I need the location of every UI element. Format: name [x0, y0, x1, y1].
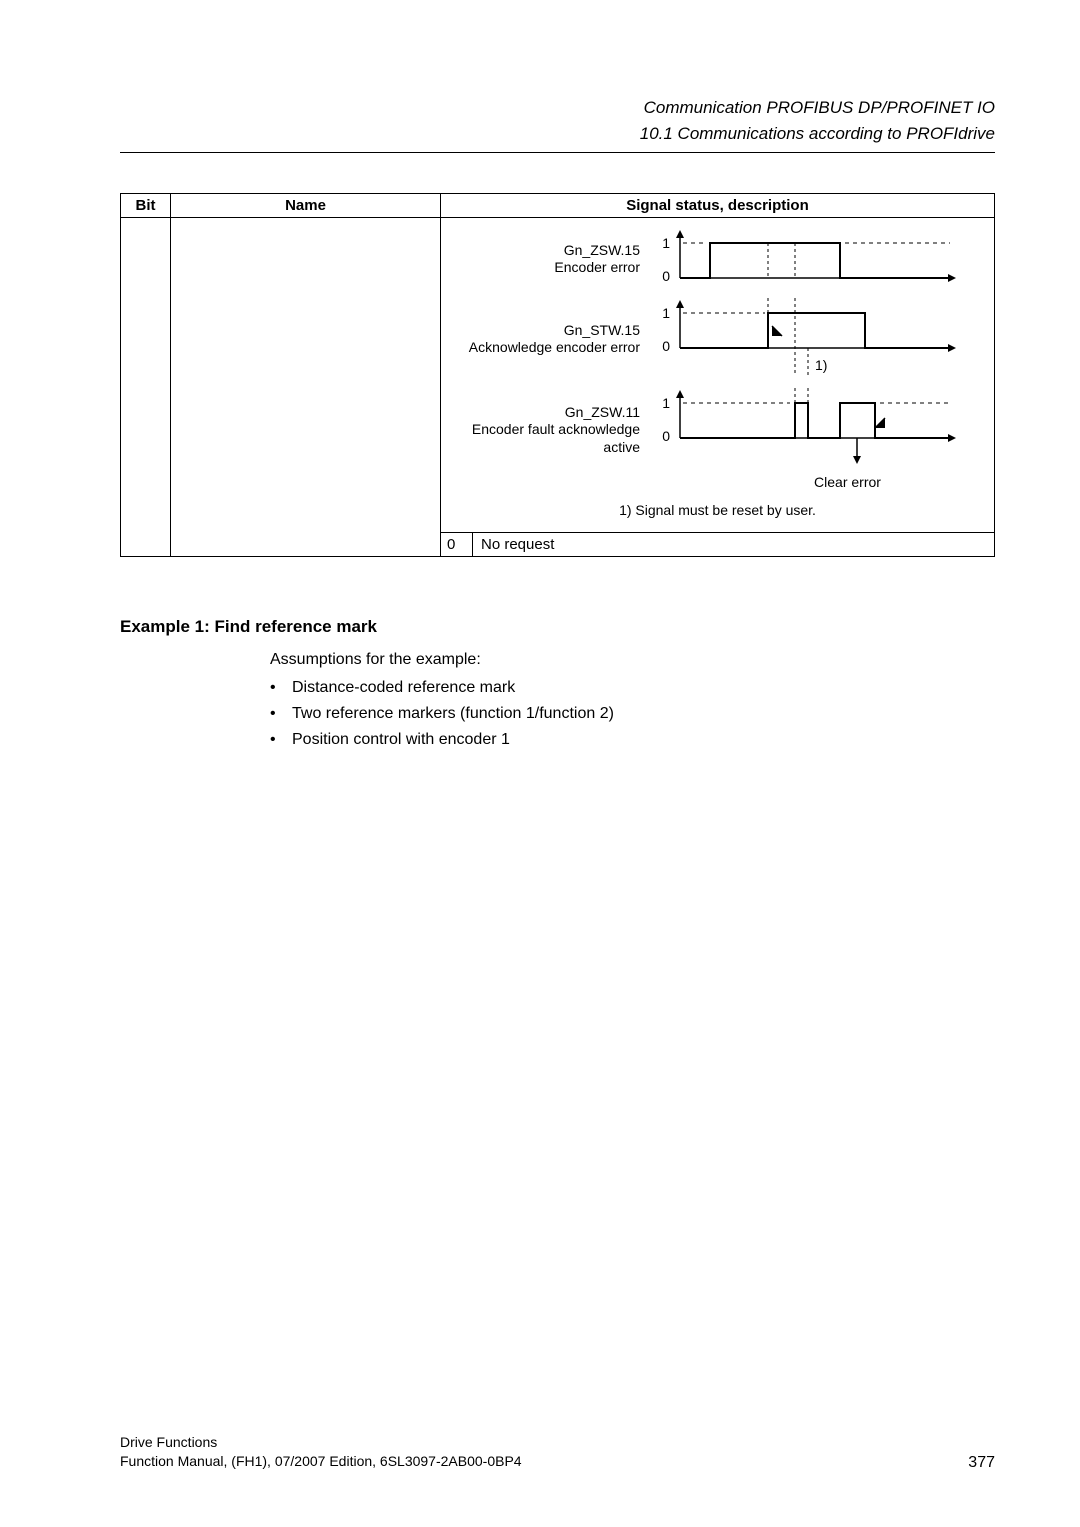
row0-desc: No request — [473, 533, 995, 557]
y-low-3: 0 — [662, 428, 670, 444]
bit-cell-empty — [121, 218, 171, 557]
signal-label-2: Gn_STW.15 Acknowledge encoder error — [455, 322, 650, 357]
y-high-2: 1 — [662, 305, 670, 321]
signal-3-line2: Encoder fault acknowledge active — [472, 421, 640, 455]
annotation-1: 1) — [815, 357, 827, 373]
example-intro: Assumptions for the example: — [270, 651, 995, 669]
signal-1-svg: 1 0 — [650, 228, 960, 286]
signal-1-line1: Gn_ZSW.15 — [564, 242, 640, 258]
bullet-2: Two reference markers (function 1/functi… — [270, 705, 995, 723]
signal-row-1: Gn_ZSW.15 Encoder error — [455, 228, 980, 290]
clear-error-label: Clear error — [455, 474, 980, 490]
signal-3-line1: Gn_ZSW.11 — [565, 404, 640, 420]
bullet-1: Distance-coded reference mark — [270, 679, 995, 697]
signal-table: Bit Name Signal status, description Gn_Z… — [120, 193, 995, 557]
row0-val: 0 — [441, 533, 473, 557]
page-header: Communication PROFIBUS DP/PROFINET IO 10… — [120, 95, 995, 146]
y-high-1: 1 — [662, 235, 670, 251]
signal-2-svg: 1 0 — [650, 298, 960, 376]
page-footer: Drive Functions Function Manual, (FH1), … — [120, 1433, 995, 1472]
signal-row-3: Gn_ZSW.11 Encoder fault acknowledge acti… — [455, 388, 980, 472]
signal-row-2: Gn_STW.15 Acknowledge encoder error 1 0 — [455, 298, 980, 380]
col-header-signal: Signal status, description — [441, 194, 995, 218]
signal-3-svg: 1 0 — [650, 388, 960, 468]
diagram-cell: Gn_ZSW.15 Encoder error — [441, 218, 995, 533]
footer-left-line1: Drive Functions — [120, 1433, 522, 1453]
example-heading: Example 1: Find reference mark — [120, 617, 995, 637]
header-rule — [120, 152, 995, 153]
col-header-bit: Bit — [121, 194, 171, 218]
col-header-name: Name — [171, 194, 441, 218]
footer-left-line2: Function Manual, (FH1), 07/2007 Edition,… — [120, 1452, 522, 1472]
y-low-2: 0 — [662, 338, 670, 354]
y-low-1: 0 — [662, 268, 670, 284]
example-bullets: Distance-coded reference mark Two refere… — [270, 679, 995, 749]
y-high-3: 1 — [662, 395, 670, 411]
bullet-3: Position control with encoder 1 — [270, 731, 995, 749]
signal-1-line2: Encoder error — [554, 259, 640, 275]
signal-label-1: Gn_ZSW.15 Encoder error — [455, 242, 650, 277]
signal-2-line2: Acknowledge encoder error — [469, 339, 640, 355]
signal-2-line1: Gn_STW.15 — [564, 322, 640, 338]
page-number: 377 — [968, 1454, 995, 1472]
footer-left: Drive Functions Function Manual, (FH1), … — [120, 1433, 522, 1472]
header-subtitle: 10.1 Communications according to PROFIdr… — [120, 121, 995, 147]
signal-label-3: Gn_ZSW.11 Encoder fault acknowledge acti… — [455, 404, 650, 457]
reset-note: 1) Signal must be reset by user. — [455, 502, 980, 518]
header-title: Communication PROFIBUS DP/PROFINET IO — [120, 95, 995, 121]
name-cell-empty — [171, 218, 441, 557]
